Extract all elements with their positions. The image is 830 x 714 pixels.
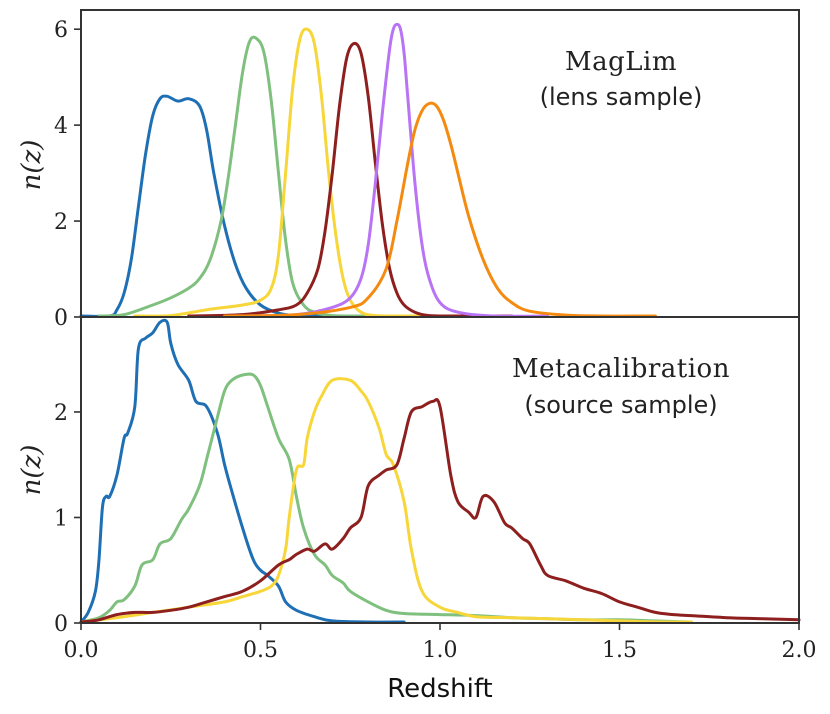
bottom-ytick-label: 1 (54, 506, 68, 531)
x-axis-label: Redshift (387, 674, 493, 704)
bottom-series-group (79, 318, 801, 624)
top-ytick-label: 2 (54, 210, 68, 235)
top-panel: 0 2 4 6 n(z) MagLim (lens sample) (17, 9, 800, 331)
top-yticks: 0 2 4 6 (54, 18, 81, 331)
bottom-annotation-subtitle: (source sample) (524, 391, 717, 419)
bottom-panel: 0 1 2 0.0 0.5 1.0 1.5 2.0 n(z) Metacalibration… (17, 316, 817, 704)
top-series-bin1 (79, 94, 334, 318)
bottom-series-bin1 (79, 318, 406, 624)
top-ylabel: n(z) (17, 140, 47, 191)
xtick-label: 1.0 (423, 638, 458, 663)
top-series-bin5 (241, 22, 550, 318)
bottom-annotation-title: Metacalibration (512, 354, 730, 384)
top-annotation-title: MagLim (565, 47, 677, 77)
bottom-ytick-label: 0 (54, 612, 68, 637)
top-series-bin6 (223, 101, 657, 318)
top-panel-frame (80, 9, 800, 318)
bottom-ylabel: n(z) (17, 445, 47, 496)
top-series-bin4 (187, 41, 514, 318)
top-ytick-label: 0 (54, 306, 68, 331)
top-series-group (79, 22, 657, 318)
xtick-label: 1.5 (602, 638, 637, 663)
top-series-bin2 (97, 35, 406, 318)
top-annotation-subtitle: (lens sample) (540, 83, 703, 111)
bottom-series-bin2 (79, 372, 693, 624)
top-series-bin3 (133, 27, 442, 318)
xtick-label: 2.0 (782, 638, 817, 663)
bottom-xticks: 0.0 0.5 1.0 1.5 2.0 (64, 623, 817, 663)
bottom-yticks: 0 1 2 (54, 401, 81, 637)
bottom-ytick-label: 2 (54, 401, 68, 426)
bottom-series-bin3 (79, 377, 693, 624)
bottom-series-bin4 (79, 397, 801, 624)
xtick-label: 0.5 (243, 638, 278, 663)
xtick-label: 0.0 (64, 638, 99, 663)
top-ytick-label: 4 (54, 114, 68, 139)
top-ytick-label: 6 (54, 18, 68, 43)
